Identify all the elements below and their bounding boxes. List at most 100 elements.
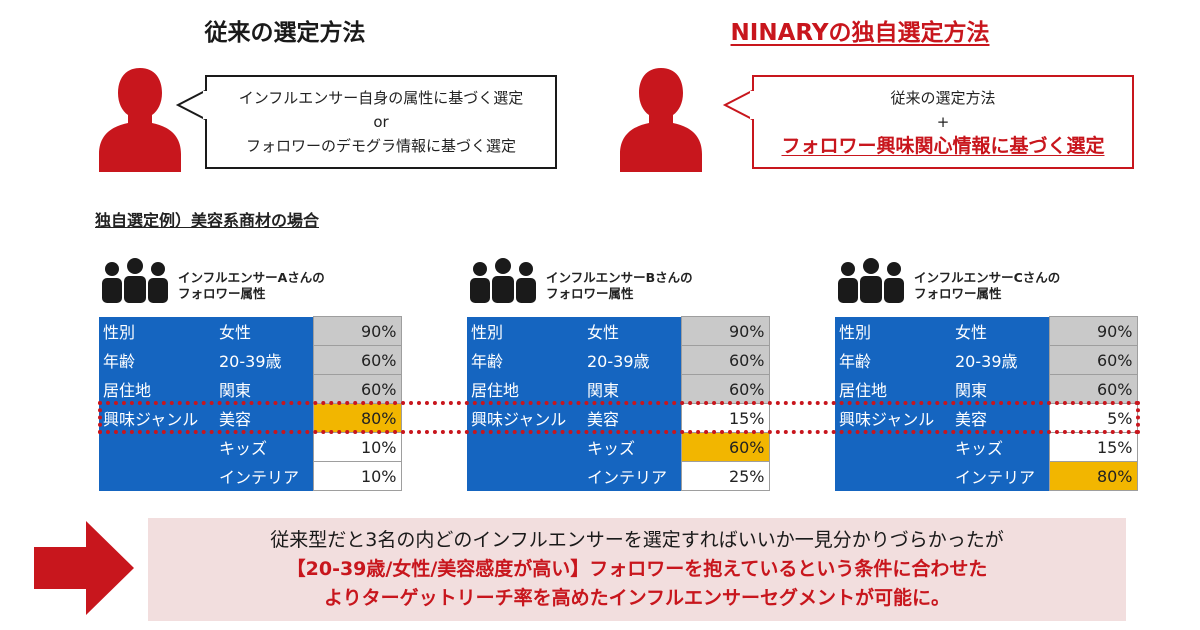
attr-percent: 60% [1048,345,1138,375]
attr-percent: 80% [1048,461,1138,491]
card-c-title: インフルエンサーCさんの フォロワー属性 [914,270,1060,302]
bubble-line: フォロワーのデモグラ情報に基づく選定 [245,137,516,155]
bubble-tail [722,89,755,121]
attr-percent: 90% [1048,316,1138,346]
summary-line: 従来型だと3名の内どのインフルエンサーを選定すればいいか一見分かりづらかったが [270,529,1004,551]
attr-label [835,432,951,462]
attr-percent: 5% [1048,403,1138,433]
table-row: キッズ 15% [835,432,1138,462]
bubble-accent-line: フォロワー興味関心情報に基づく選定 [781,135,1105,157]
table-row: 年齢 20-39歳 60% [99,345,402,375]
person-icon [620,68,702,172]
person-icon [99,68,181,172]
attr-percent: 90% [680,316,770,346]
attr-percent: 60% [1048,374,1138,404]
attr-label [99,461,215,491]
attr-percent: 15% [1048,432,1138,462]
conventional-method-title: 従来の選定方法 [204,20,366,46]
attr-label: 年齢 [835,345,951,375]
attr-value: キッズ [215,432,313,462]
attr-value: 関東 [951,374,1049,404]
summary-line-accent: 【20-39歳/女性/美容感度が高い】フォロワーを抱えているという条件に合わせた [286,558,988,580]
card-title-line: フォロワー属性 [546,286,634,301]
table-row: インテリア 10% [99,461,402,491]
table-row: 年齢 20-39歳 60% [835,345,1138,375]
follower-table-c: 性別 女性 90% 年齢 20-39歳 60% 居住地 関東 60% 興味ジャンル 美容 5% … [835,316,1138,491]
table-row: 性別 女性 90% [835,316,1138,346]
group-icon [470,258,536,303]
attr-value: 美容 [951,403,1049,433]
beauty-row-highlight [98,401,1140,434]
attr-percent: 80% [312,403,402,433]
attr-value: 女性 [951,316,1049,346]
table-row: 年齢 20-39歳 60% [467,345,770,375]
conventional-method-bubble: インフルエンサー自身の属性に基づく選定 or フォロワーのデモグラ情報に基づく選… [205,75,557,169]
attr-label: 居住地 [835,374,951,404]
group-icon [838,258,904,303]
attr-percent: 60% [680,374,770,404]
attr-label [467,432,583,462]
card-title-line: フォロワー属性 [178,286,266,301]
ninary-method-bubble: 従来の選定方法 + フォロワー興味関心情報に基づく選定 [752,75,1134,169]
attr-value: 20-39歳 [215,345,313,375]
attr-value: 20-39歳 [951,345,1049,375]
attr-label: 年齢 [99,345,215,375]
summary-line-accent: よりターゲットリーチ率を高めたインフルエンサーセグメントが可能に。 [323,587,951,609]
table-row: 居住地 関東 60% [99,374,402,404]
attr-label: 居住地 [99,374,215,404]
attr-label: 興味ジャンル [467,403,583,433]
bubble-tail-mask [203,91,210,119]
bubble-plus: + [936,113,950,131]
card-title-line: インフルエンサーBさんの [546,270,693,285]
bubble-tail-mask [750,91,757,119]
bubble-tail [175,89,208,121]
table-row: 性別 女性 90% [99,316,402,346]
attr-value: インテリア [951,461,1049,491]
table-row: 興味ジャンル 美容 15% [467,403,770,433]
bubble-or: or [373,113,389,131]
attr-percent: 60% [312,374,402,404]
attr-percent: 60% [312,345,402,375]
attr-value: 関東 [583,374,681,404]
table-row: インテリア 80% [835,461,1138,491]
example-title: 独自選定例）美容系商材の場合 [95,211,320,230]
table-row: キッズ 10% [99,432,402,462]
attr-percent: 15% [680,403,770,433]
card-a-title: インフルエンサーAさんの フォロワー属性 [178,270,325,302]
attr-value: 女性 [215,316,313,346]
table-row: キッズ 60% [467,432,770,462]
attr-value: インテリア [215,461,313,491]
group-icon [102,258,168,303]
attr-value: 美容 [583,403,681,433]
attr-percent: 60% [680,345,770,375]
right-arrow-icon [34,521,134,615]
table-row: 性別 女性 90% [467,316,770,346]
ninary-method-title: NINARYの独自選定方法 [730,20,990,46]
attr-percent: 60% [680,432,770,462]
table-row: 居住地 関東 60% [467,374,770,404]
attr-label [99,432,215,462]
attr-label: 興味ジャンル [99,403,215,433]
attr-percent: 25% [680,461,770,491]
bubble-line: 従来の選定方法 [890,89,996,107]
table-row: 興味ジャンル 美容 80% [99,403,402,433]
attr-label: 居住地 [467,374,583,404]
follower-table-a: 性別 女性 90% 年齢 20-39歳 60% 居住地 関東 60% 興味ジャンル 美容 80%… [99,316,402,491]
attr-percent: 10% [312,432,402,462]
card-title-line: インフルエンサーAさんの [178,270,325,285]
attr-percent: 90% [312,316,402,346]
attr-value: 20-39歳 [583,345,681,375]
attr-value: キッズ [583,432,681,462]
card-title-line: インフルエンサーCさんの [914,270,1061,285]
follower-table-b: 性別 女性 90% 年齢 20-39歳 60% 居住地 関東 60% 興味ジャンル 美容 15%… [467,316,770,491]
attr-label: 興味ジャンル [835,403,951,433]
table-row: 居住地 関東 60% [835,374,1138,404]
attr-label [467,461,583,491]
attr-value: 関東 [215,374,313,404]
attr-value: 女性 [583,316,681,346]
bubble-line: インフルエンサー自身の属性に基づく選定 [238,89,524,107]
attr-label: 年齢 [467,345,583,375]
attr-value: キッズ [951,432,1049,462]
table-row: インテリア 25% [467,461,770,491]
attr-value: インテリア [583,461,681,491]
